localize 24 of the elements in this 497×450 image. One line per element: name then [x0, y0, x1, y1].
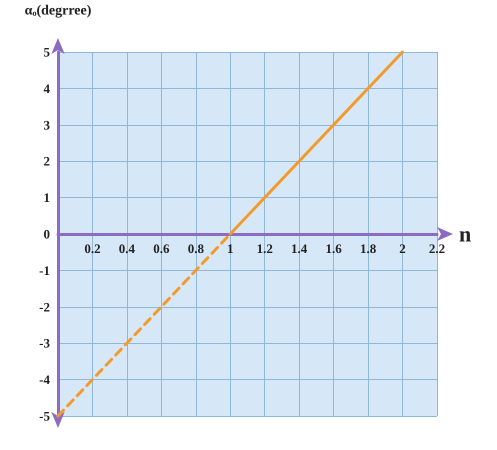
x-tick-label: 1.4	[291, 241, 308, 256]
y-tick-label: 2	[44, 154, 50, 169]
x-tick-label: 1.6	[326, 241, 342, 256]
y-axis-title: αₒ(degrree)	[24, 4, 92, 18]
x-tick-label: 0.6	[153, 241, 170, 256]
y-tick-label: 0	[44, 226, 50, 242]
x-tick-label: 0.8	[188, 241, 204, 256]
x-tick-label: 0.4	[118, 241, 136, 256]
x-tick-label: 1	[227, 241, 234, 256]
y-tick-label: 1	[44, 190, 50, 206]
y-tick-label: 3	[44, 117, 50, 132]
x-tick-label: 1.8	[360, 241, 377, 256]
x-tick-label: 2.2	[428, 241, 446, 256]
y-tick-label: 5	[44, 44, 50, 60]
y-tick-label: -3	[39, 336, 50, 351]
y-tick-label: -5	[39, 408, 50, 424]
y-tick-label: -2	[39, 299, 50, 314]
x-axis-title: n	[459, 222, 472, 246]
x-tick-label: 2	[399, 241, 406, 256]
x-tick-label: 0.2	[84, 241, 101, 256]
y-tick-label: -4	[39, 372, 50, 388]
y-tick-label: -1	[39, 262, 50, 278]
y-tick-label: 4	[44, 80, 50, 96]
x-tick-label: 1.2	[256, 241, 273, 256]
